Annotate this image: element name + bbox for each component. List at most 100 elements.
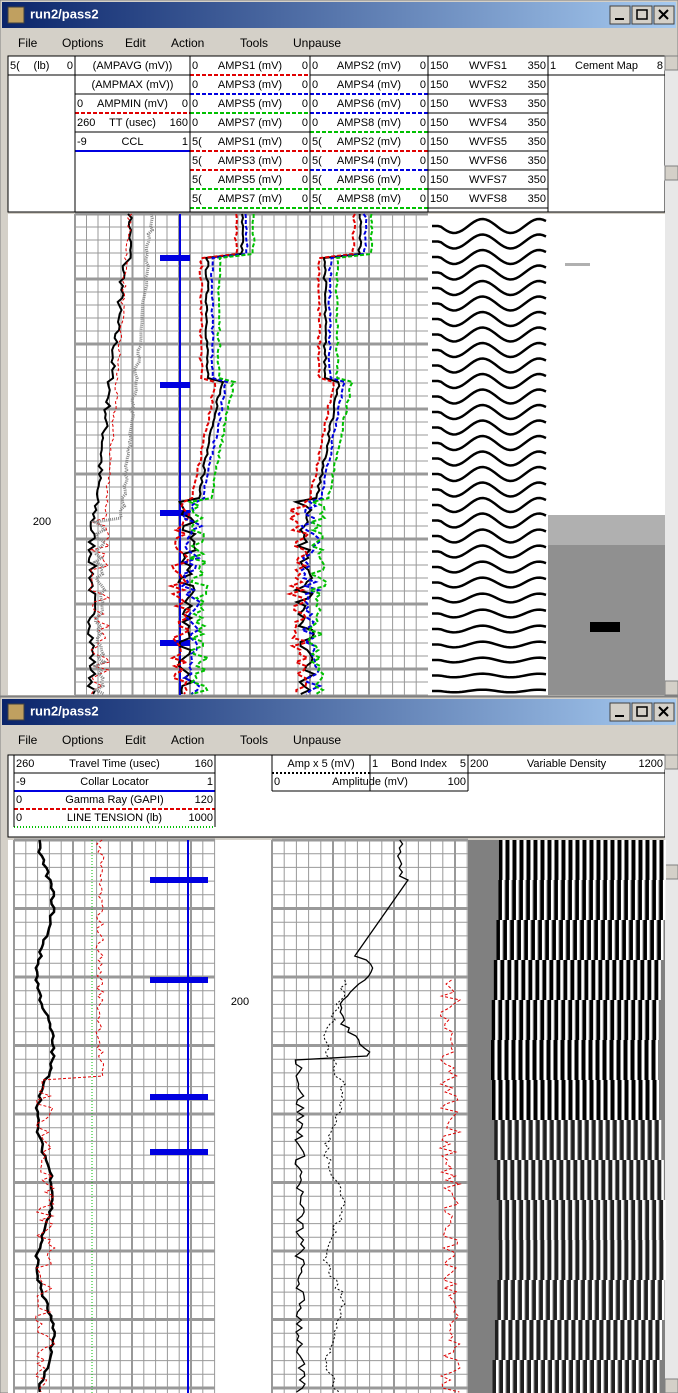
vdl-stripe	[655, 1280, 658, 1320]
menu-item[interactable]: Unpause	[293, 733, 341, 747]
depth-track	[8, 214, 75, 695]
vdl-stripe	[593, 1000, 596, 1040]
scrollbar[interactable]	[665, 755, 678, 1393]
vdl-stripe	[642, 1000, 645, 1040]
scale-min: 150	[430, 136, 448, 148]
vdl-stripe	[611, 1240, 615, 1280]
vdl-stripe	[593, 1200, 596, 1240]
menu-item[interactable]: Tools	[240, 733, 268, 747]
vdl-stripe	[545, 920, 549, 960]
scale-max: 350	[528, 174, 546, 186]
vdl-stripe	[496, 1360, 499, 1393]
vdl-stripe	[555, 1080, 559, 1120]
vdl-stripe	[502, 1000, 505, 1040]
vdl-stripe	[516, 1080, 519, 1120]
vdl-stripe	[565, 1320, 569, 1360]
vdl-stripe	[586, 1080, 589, 1120]
vdl-stripe	[519, 1040, 523, 1080]
curve-name: AMPS3 (mV)	[218, 79, 282, 91]
vdl-stripe	[649, 1240, 652, 1280]
vdl-stripe	[610, 1320, 613, 1360]
scale-max: 0	[302, 117, 308, 129]
scale-max: 8	[657, 60, 663, 72]
vdl-stripe	[530, 880, 533, 920]
minimize-button[interactable]	[610, 6, 630, 24]
vdl-stripe	[653, 840, 657, 880]
vdl-stripe	[574, 1280, 578, 1320]
vdl-stripe	[517, 1360, 520, 1393]
minimize-button[interactable]	[610, 703, 630, 721]
scrollbar[interactable]	[665, 56, 678, 695]
menu-item[interactable]: Edit	[125, 36, 146, 50]
maximize-button[interactable]	[632, 6, 652, 24]
vdl-stripe	[642, 1040, 645, 1080]
vdl-stripe	[638, 1040, 642, 1080]
screen: run2/pass2FileOptionsEditActionToolsUnpa…	[0, 0, 678, 1393]
vdl-stripe	[573, 920, 577, 960]
menu-item[interactable]: Tools	[240, 36, 268, 50]
scale-max: 0	[302, 174, 308, 186]
scroll-thumb[interactable]	[665, 166, 678, 180]
vdl-stripe	[607, 880, 610, 920]
vdl-stripe	[551, 1320, 555, 1360]
vdl-stripe	[657, 1360, 660, 1393]
vdl-stripe	[560, 960, 563, 1000]
menu-item[interactable]: Action	[171, 733, 204, 747]
vdl-stripe	[561, 1120, 564, 1160]
vdl-stripe	[646, 1000, 650, 1040]
scale-min: 1	[550, 60, 556, 72]
scale-max: 100	[448, 776, 466, 788]
vdl-stripe	[582, 1320, 585, 1360]
menu-item[interactable]: Unpause	[293, 36, 341, 50]
vdl-stripe	[547, 1120, 550, 1160]
vdl-stripe	[528, 1160, 531, 1200]
vdl-stripe	[636, 920, 640, 960]
maximize-button[interactable]	[632, 703, 652, 721]
vdl-stripe	[503, 920, 507, 960]
vdl-stripe	[569, 1200, 573, 1240]
menu-item[interactable]: File	[18, 733, 38, 747]
scale-min: 1	[372, 758, 378, 770]
menu-item[interactable]: Edit	[125, 733, 146, 747]
vdl-stripe	[639, 1080, 643, 1120]
vdl-stripe	[617, 1040, 621, 1080]
vdl-stripe	[586, 1320, 590, 1360]
vdl-stripe	[632, 1360, 636, 1393]
scroll-thumb[interactable]	[665, 865, 678, 879]
vdl-stripe	[502, 1200, 505, 1240]
scroll-down[interactable]	[665, 681, 678, 695]
vdl-stripe	[536, 1280, 539, 1320]
scroll-up[interactable]	[665, 56, 678, 70]
vdl-stripe	[553, 1280, 557, 1320]
vdl-stripe	[650, 1360, 653, 1393]
vdl-stripe	[571, 1120, 575, 1160]
vdl-stripe	[564, 1280, 567, 1320]
menu-item[interactable]: Action	[171, 36, 204, 50]
menu-item[interactable]: Options	[62, 733, 103, 747]
vdl-stripe	[527, 1240, 531, 1280]
vdl-stripe	[517, 920, 521, 960]
vdl-stripe	[527, 1200, 531, 1240]
menu-item[interactable]: File	[18, 36, 38, 50]
vdl-stripe	[586, 1200, 589, 1240]
menu-item[interactable]: Options	[62, 36, 103, 50]
vdl-stripe	[499, 1200, 503, 1240]
vdl-stripe	[562, 1240, 566, 1280]
vdl-stripe	[632, 1000, 636, 1040]
vdl-stripe	[627, 1120, 631, 1160]
curve-name: WVFS6	[469, 155, 507, 167]
vdl-stripe	[547, 1040, 551, 1080]
scroll-down[interactable]	[665, 1379, 678, 1393]
vdl-stripe	[501, 1120, 505, 1160]
vdl-stripe	[539, 960, 542, 1000]
curve-name: AMPS6 (mV)	[337, 174, 401, 186]
scale-max: 0	[420, 174, 426, 186]
vdl-stripe	[523, 840, 526, 880]
vdl-stripe	[655, 1120, 659, 1160]
curve-name: AMPS1 (mV)	[218, 136, 282, 148]
vdl-stripe	[520, 1000, 524, 1040]
vdl-stripe	[570, 1160, 573, 1200]
vdl-stripe	[568, 1320, 571, 1360]
scroll-up[interactable]	[665, 755, 678, 769]
scale-min: 0	[192, 60, 198, 72]
